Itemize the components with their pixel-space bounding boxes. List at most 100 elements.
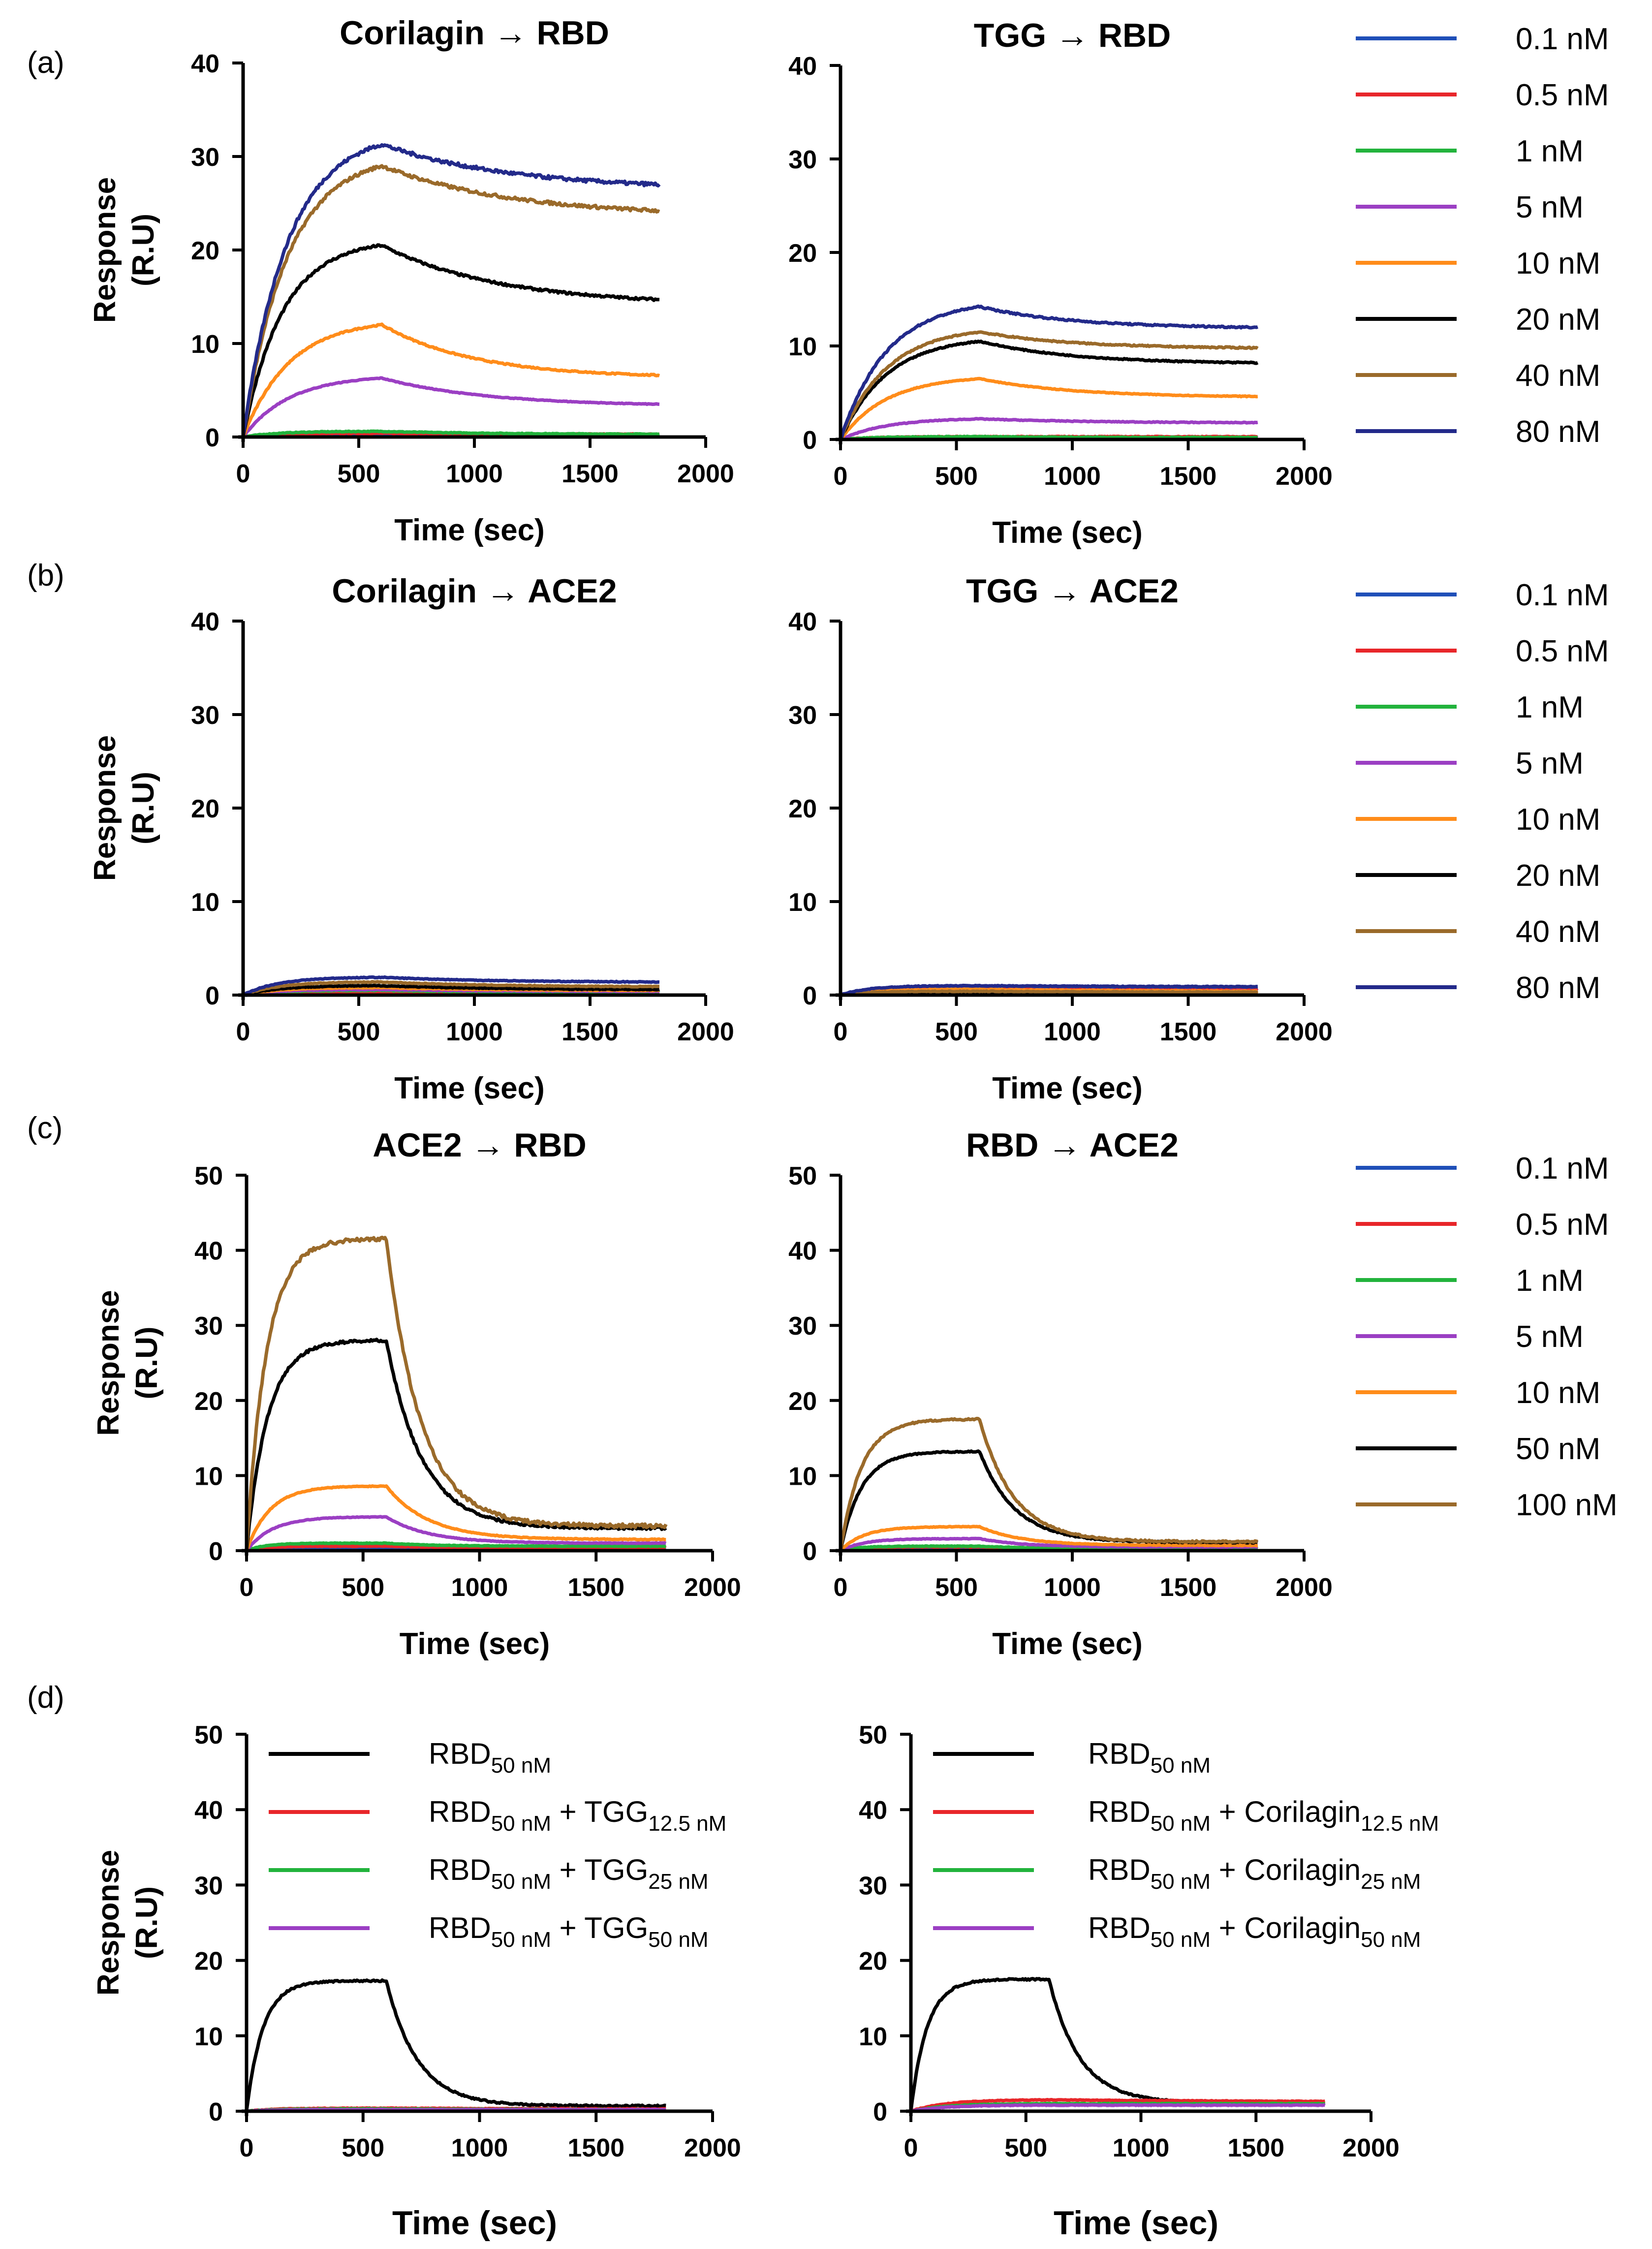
x-tick-label: 500 [935, 1018, 978, 1046]
series-line-50-nm [839, 1449, 1258, 1551]
y-tick-label: 30 [788, 701, 817, 730]
y-tick-label: 30 [859, 1872, 887, 1900]
x-tick-label: 1500 [1227, 2134, 1284, 2162]
y-tick-label: 10 [191, 888, 219, 917]
x-tick-label: 1500 [1160, 1018, 1217, 1046]
chart-title: TGG → ACE2 [966, 572, 1179, 610]
series-line-40-nm [241, 164, 660, 437]
legend-base: RBD [429, 1911, 491, 1944]
x-axis-title: Time (sec) [400, 1627, 550, 1661]
x-tick-label: 2000 [677, 1018, 734, 1046]
legend-label: 0.1 nM [1516, 1152, 1609, 1186]
legend-entry: RBD50 nM + TGG12.5 nM [429, 1795, 726, 1836]
legend-c: 0.1 nM 0.5 nM 1 nM 5 nM 10 nM 50 nM 100 nM [1356, 1152, 1618, 1522]
x-tick-label: 1500 [567, 1573, 624, 1602]
chart-a-right: TGG → RBD 0 10 20 30 40 0 500 1000 1500 2000 Time (… [788, 17, 1333, 550]
y-tick-label: 40 [788, 52, 817, 81]
series-line-100-nm [245, 1235, 668, 1551]
y-tick-label: 30 [788, 1312, 817, 1341]
series-line-5-nm [245, 1515, 667, 1552]
series-line-5-nm [242, 376, 660, 438]
series-line-5-nm [840, 1536, 1258, 1552]
y-axis-title: Response (R.U) [92, 1290, 164, 1436]
legend-entry: RBD50 nM + TGG25 nM [429, 1853, 709, 1894]
legend-base: RBD [429, 1737, 491, 1770]
series-line-100-nm [839, 1416, 1258, 1551]
x-tick-label: 500 [338, 460, 380, 488]
y-tick-label: 50 [194, 1721, 223, 1749]
x-tick-label: 2000 [1276, 1018, 1333, 1046]
legend-label: 0.5 nM [1516, 78, 1609, 112]
y-tick-label: 20 [788, 795, 817, 823]
y-tick-label: 10 [859, 2023, 887, 2051]
y-axis-title-line1: Response [92, 1850, 125, 1996]
x-tick-label: 500 [935, 1573, 978, 1602]
x-tick-label: 2000 [1276, 1573, 1333, 1602]
legend-base: RBD [1088, 1795, 1151, 1828]
x-tick-label: 1000 [451, 1573, 508, 1602]
legend-a: 0.1 nM 0.5 nM 1 nM 5 nM 10 nM 20 nM 40 nM 80 nM [1356, 22, 1609, 449]
series-line-rbd-50-nm-corilagin-12.5-nm [910, 2098, 1326, 2113]
legend-label: 50 nM [1516, 1432, 1600, 1466]
legend-sub2: 12.5 nM [648, 1812, 726, 1836]
series-line-rbd-50-nm-corilagin-50-nm [910, 2103, 1326, 2113]
legend-sub1: 50 nM [1151, 1812, 1211, 1836]
y-tick-label: 20 [194, 1947, 223, 1976]
x-tick-label: 0 [236, 1018, 250, 1046]
x-tick-label: 0 [834, 1573, 848, 1602]
series-group [245, 1978, 667, 2113]
y-tick-label: 20 [859, 1947, 887, 1976]
series-line-80-nm [840, 983, 1258, 997]
legend-label: 40 nM [1516, 915, 1600, 949]
y-tick-label: 0 [803, 982, 817, 1010]
y-tick-label: 20 [191, 237, 219, 265]
x-tick-label: 0 [834, 1018, 848, 1046]
y-tick-label: 50 [788, 1162, 817, 1190]
x-axis-title: Time (sec) [394, 513, 545, 547]
legend-base: RBD [1088, 1853, 1151, 1886]
legend-label: 80 nM [1516, 415, 1600, 449]
y-tick-label: 50 [859, 1721, 887, 1749]
legend-label: 0.1 nM [1516, 578, 1609, 612]
x-tick-label: 2000 [684, 1573, 741, 1602]
series-line-1-nm [840, 435, 1258, 441]
x-tick-label: 1500 [1160, 462, 1217, 491]
x-tick-label: 1000 [1044, 462, 1101, 491]
y-axis-title: Response (R.U) [88, 735, 160, 881]
legend-label: 10 nM [1516, 803, 1600, 837]
legend-plus: + TGG [551, 1795, 648, 1828]
series-group [839, 1416, 1258, 1553]
series-line-40-nm [839, 330, 1259, 440]
x-tick-label: 500 [1004, 2134, 1047, 2162]
x-tick-label: 1000 [446, 460, 503, 488]
x-tick-label: 1000 [1044, 1018, 1101, 1046]
x-tick-label: 0 [236, 460, 250, 488]
y-axis-title: Response (R.U) [88, 177, 160, 323]
y-tick-label: 40 [194, 1237, 223, 1266]
legend-sub2: 50 nM [648, 1928, 708, 1952]
x-tick-label: 500 [342, 1573, 384, 1602]
legend-label: 0.5 nM [1516, 1208, 1609, 1242]
y-tick-label: 40 [788, 1237, 817, 1266]
y-axis-title-line2: (R.U) [126, 772, 160, 844]
chart-a-left: Corilagin → RBD 0 10 20 30 40 0 500 1000 1500 2000… [88, 14, 734, 547]
x-tick-label: 1000 [446, 1018, 503, 1046]
legend-plus: + TGG [551, 1911, 648, 1944]
chart-title: Corilagin → RBD [340, 14, 609, 52]
legend-label: 1 nM [1516, 134, 1584, 168]
legend-label: 5 nM [1516, 1320, 1584, 1354]
legend-label: 10 nM [1516, 247, 1600, 281]
series-group [909, 1977, 1326, 2113]
legend-label: 0.1 nM [1516, 22, 1609, 56]
y-axis-title-line2: (R.U) [130, 1886, 164, 1959]
x-tick-label: 1000 [1044, 1573, 1101, 1602]
x-axis-title: Time (sec) [392, 2204, 557, 2242]
legend-sub2: 25 nM [1361, 1870, 1421, 1894]
legend-sub1: 50 nM [491, 1928, 551, 1952]
legend-sub2: 50 nM [1361, 1928, 1421, 1952]
y-tick-label: 30 [194, 1312, 223, 1341]
